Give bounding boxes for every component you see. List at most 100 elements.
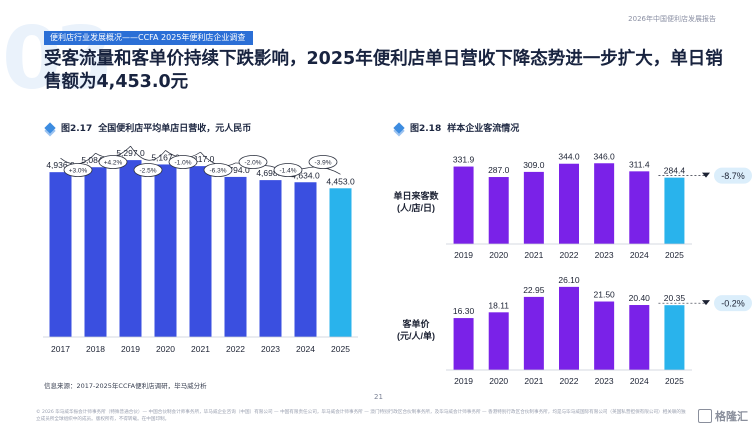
source-note: 信息来源：2017-2025年CCFA便利店调研，毕马威分析 [44,382,207,390]
sample-year-tick: 2025 [665,376,684,386]
sample-value-label: 284.4 [664,166,686,176]
growth-bubble [203,163,233,177]
figure-2-number: 图2.18 [410,124,442,134]
sample-axis-label: 客单价 [401,318,430,329]
revenue-bar [154,164,177,337]
growth-connector [130,145,166,161]
sample-year-tick: 2023 [595,376,614,386]
sample-bar [629,305,650,370]
growth-rate-label: -1.0% [175,160,192,167]
sample-bar [559,286,579,370]
sample-value-label: 344.0 [558,152,580,162]
revenue-value-label: 5,297.0 [116,148,145,158]
sample-year-tick: 2025 [665,250,684,260]
sample-year-tick: 2022 [560,250,579,260]
revenue-year-tick: 2020 [156,344,175,354]
sample-value-label: 18.11 [488,300,509,310]
sample-bar [594,163,615,244]
revenue-year-tick: 2017 [51,344,70,354]
growth-bubble [308,155,338,169]
revenue-bar [49,172,72,337]
growth-rate-label: -2.0% [245,160,262,167]
revenue-year-tick: 2019 [121,344,140,354]
sample-year-tick: 2022 [560,376,579,386]
sample-axis-label: (元/人/单) [397,330,435,341]
revenue-bar [224,176,247,337]
sample-value-label: 22.95 [523,285,545,295]
logo-icon [698,409,712,423]
sample-year-tick: 2019 [454,376,473,386]
sample-value-label: 20.35 [664,293,686,303]
growth-bubble [168,155,198,169]
sample-bar [629,171,650,244]
page-number: 21 [374,393,383,401]
revenue-year-tick: 2023 [261,344,280,354]
sample-value-label: 309.0 [523,160,545,170]
revenue-bar [119,160,142,337]
revenue-value-label: 4,936.0 [46,160,75,170]
growth-rate-label: -1.4% [280,168,297,175]
growth-bubble [273,163,303,177]
revenue-year-tick: 2021 [191,344,210,354]
revenue-bar [189,166,212,337]
growth-rate-label: -6.3% [210,168,227,175]
figure-1-caption: 图2.17 全国便利店平均单店日营收，元人民币 [44,121,252,134]
section-number-watermark: 03 [2,9,114,109]
sample-bar [664,177,685,244]
sample-bar [523,171,544,244]
sample-bar [488,177,509,244]
down-arrow-icon [702,172,710,178]
page-headline: 受客流量和客单价持续下跌影响，2025年便利店单日营收下降态势进一步扩大，单日销… [44,49,723,92]
growth-rate-label: -2.5% [140,168,157,175]
revenue-bar [294,182,317,337]
watermark-text: 格隆汇 [715,410,748,423]
sample-year-tick: 2021 [524,250,543,260]
down-arrow-icon [702,300,710,306]
sample-value-label: 331.9 [453,155,475,165]
revenue-value-label: 5,084.0 [81,155,110,165]
revenue-year-tick: 2024 [296,344,315,354]
report-title-tag: 2026年中国便利店发展报告 [628,15,716,23]
sample-value-label: 16.30 [453,306,475,316]
revenue-value-label: 4,698.0 [256,168,285,178]
growth-rate-label: +4.2% [104,160,123,167]
revenue-bar [84,167,107,337]
growth-bubble [133,163,163,177]
revenue-value-label: 4,794.0 [221,165,250,175]
figure-2-caption: 图2.18 样本企业客流情况 [393,121,520,134]
sample-value-label: 20.40 [629,293,651,303]
figure-2-title: 样本企业客流情况 [447,124,520,134]
section-tag: 便利店行业发展概况——CCFA 2025年便利店企业调查 [44,31,254,45]
revenue-value-label: 4,453.0 [326,176,355,186]
revenue-bar [329,188,352,337]
growth-rate-label: +3.0% [69,168,88,175]
sample-year-tick: 2020 [489,376,508,386]
growth-bubble [238,155,268,169]
sample-year-tick: 2023 [595,250,614,260]
sample-value-label: 346.0 [594,151,616,161]
sample-value-label: 26.10 [558,275,580,285]
sample-bar [594,301,615,370]
sample-value-label: 21.50 [594,290,616,300]
change-pill [714,295,752,312]
sample-year-tick: 2019 [454,250,473,260]
sample-bar [453,166,474,244]
growth-bubble [63,163,93,177]
revenue-bar [259,180,282,337]
sample-axis-label: (人/店/日) [397,202,435,213]
sample-value-label: 287.0 [488,165,510,175]
growth-rate-label: -3.9% [315,160,332,167]
revenue-value-label: 5,167.0 [151,152,180,162]
growth-bubble [98,155,128,169]
figure-1-title: 全国便利店平均单店日营收，元人民币 [98,124,252,134]
figure-1-number: 图2.17 [61,124,93,134]
sample-bar [664,305,685,370]
sample-year-tick: 2021 [524,376,543,386]
sample-axis-label: 单日来客数 [393,190,439,201]
revenue-year-tick: 2025 [331,344,350,354]
watermark-logo: 格隆汇 [698,408,748,424]
sample-year-tick: 2020 [489,250,508,260]
sample-bar [453,318,474,370]
change-rate-label: -8.7% [721,171,745,181]
sample-value-label: 311.4 [629,159,650,169]
